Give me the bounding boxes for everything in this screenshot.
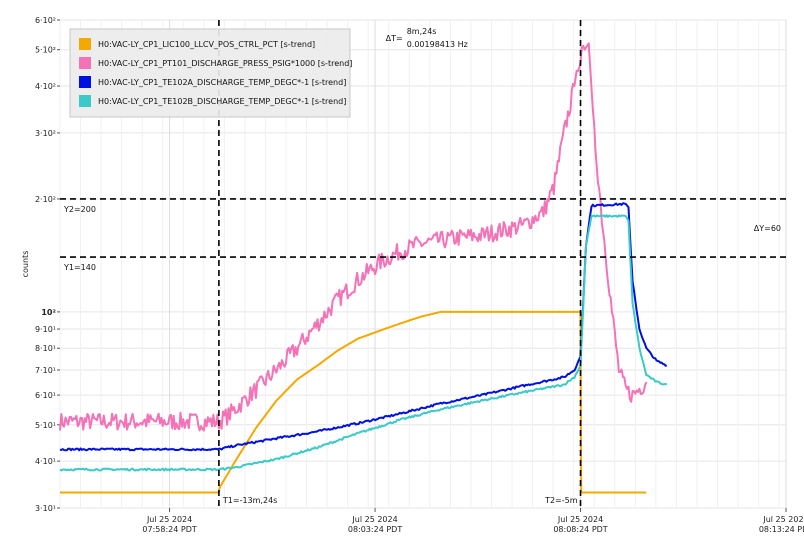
y-tick-label: 3·10² (35, 129, 56, 138)
cursor-t1-label: T1=-13m,24s (222, 496, 277, 505)
cursor-y2-label: Y2=200 (63, 205, 96, 214)
y-tick-label: 6·10² (35, 16, 56, 25)
x-tick-label-date: Jul 25 2024 (557, 515, 603, 524)
legend: H0:VAC-LY_CP1_LIC100_LLCV_POS_CTRL_PCT [… (69, 28, 352, 118)
y-tick-label: 8·10¹ (35, 344, 56, 353)
x-tick-label-time: 08:08:24 PDT (553, 525, 607, 534)
cursor-t2-label: T2=-5m (544, 496, 578, 505)
legend-box (69, 28, 351, 118)
delta-t-label: ΔT= (386, 34, 403, 43)
x-tick-label-time: 07:58:24 PDT (142, 525, 196, 534)
delta-t-value: 8m,24s (407, 27, 437, 36)
series-line-4 (59, 214, 668, 472)
legend-entry: H0:VAC-LY_CP1_LIC100_LLCV_POS_CTRL_PCT [… (98, 40, 315, 49)
cursor-lines: T1=-13m,24s T2=-5m Y1=140 Y2=200 ΔY=60 ΔT= 8m,… (60, 20, 786, 508)
delta-t-frequency: 0.00198413 Hz (407, 40, 468, 49)
delta-y-label: ΔY=60 (754, 224, 781, 233)
legend-swatch (79, 95, 91, 107)
y-tick-label: 5·10¹ (35, 421, 56, 430)
y-axis-label: counts (21, 251, 30, 278)
series-line-3 (59, 202, 668, 452)
x-tick-label-date: Jul 25 2024 (146, 515, 192, 524)
legend-swatch (79, 76, 91, 88)
legend-entry: H0:VAC-LY_CP1_TE102A_DISCHARGE_TEMP_DEGC… (98, 78, 346, 87)
series-line-2 (59, 42, 648, 432)
x-tick-label-date: Jul 25 2024 (762, 515, 804, 524)
y-tick-label: 4·10¹ (35, 457, 56, 466)
y-tick-label: 10² (41, 308, 56, 317)
legend-swatch (79, 57, 91, 69)
x-tick-label-time: 08:03:24 PDT (348, 525, 402, 534)
y-tick-label: 6·10¹ (35, 391, 56, 400)
y-tick-label: 2·10² (35, 195, 56, 204)
legend-entry: H0:VAC-LY_CP1_PT101_DISCHARGE_PRESS_PSIG… (98, 59, 352, 68)
series-lines (59, 42, 668, 494)
x-tick-label-time: 08:13:24 PDT (759, 525, 804, 534)
legend-entry: H0:VAC-LY_CP1_TE102B_DISCHARGE_TEMP_DEGC… (98, 97, 346, 106)
y-tick-label: 5·10² (35, 46, 56, 55)
y-tick-label: 4·10² (35, 82, 56, 91)
series-line-1 (60, 310, 647, 494)
x-tick-label-date: Jul 25 2024 (351, 515, 397, 524)
y-tick-label: 3·10¹ (35, 504, 56, 513)
y-tick-label: 7·10¹ (35, 366, 56, 375)
legend-swatch (79, 38, 91, 50)
y-axis-ticks: 3·10¹ 4·10¹ 5·10¹ 6·10¹ 7·10¹ 8·10¹ 9·10¹ 10² 2·… (35, 16, 60, 513)
cursor-y1-label: Y1=140 (63, 263, 96, 272)
y-tick-label: 9·10¹ (35, 325, 56, 334)
